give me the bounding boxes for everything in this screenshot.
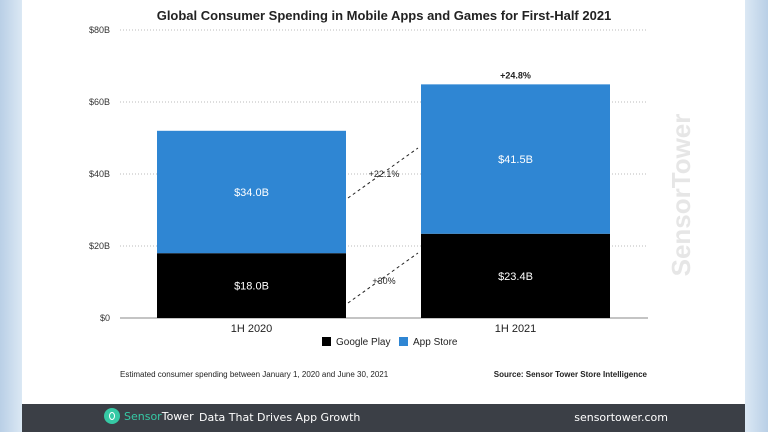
watermark: SensorTower — [666, 114, 696, 277]
legend-swatch-google-play — [322, 337, 331, 346]
sensortower-logo-icon — [104, 408, 120, 424]
data-label: $18.0B — [234, 281, 269, 293]
legend-swatch-app-store — [399, 337, 408, 346]
data-label: $41.5B — [498, 154, 533, 166]
google-play-growth-label: +30% — [372, 276, 395, 286]
legend: Google Play App Store — [322, 337, 458, 348]
chart-card — [22, 0, 745, 432]
google-play-growth-connector — [347, 252, 419, 304]
brand-sensor: Sensor — [124, 409, 162, 423]
bar-app-store — [421, 84, 610, 234]
y-tick-label: $60B — [89, 97, 110, 107]
y-tick-label: $0 — [100, 313, 110, 323]
footer-bar: SensorTower Data That Drives App Growth … — [22, 404, 745, 432]
chart-title: Global Consumer Spending in Mobile Apps … — [157, 8, 612, 23]
bar-google-play — [421, 233, 610, 318]
website-link[interactable]: sensortower.com — [574, 411, 668, 424]
bar-google-play — [157, 253, 346, 318]
bar-app-store — [157, 130, 346, 254]
total-growth-label: +24.8% — [500, 70, 531, 80]
y-tick-label: $20B — [89, 241, 110, 251]
brand-tower: Tower — [161, 409, 194, 423]
legend-label-google-play: Google Play — [336, 337, 390, 348]
x-tick-label: 1H 2021 — [495, 323, 537, 335]
app-store-growth-label: +22.1% — [369, 169, 400, 179]
chart-note: Estimated consumer spending between Janu… — [120, 370, 389, 379]
tagline: Data That Drives App Growth — [199, 411, 361, 424]
y-tick-label: $80B — [89, 25, 110, 35]
data-label: $23.4B — [498, 271, 533, 283]
legend-label-app-store: App Store — [413, 337, 458, 348]
y-tick-label: $40B — [89, 169, 110, 179]
app-store-growth-connector — [347, 147, 419, 199]
data-label: $34.0B — [234, 187, 269, 199]
x-tick-label: 1H 2020 — [231, 323, 273, 335]
chart-source: Source: Sensor Tower Store Intelligence — [494, 370, 648, 379]
sensortower-logo[interactable]: SensorTower — [104, 408, 194, 424]
